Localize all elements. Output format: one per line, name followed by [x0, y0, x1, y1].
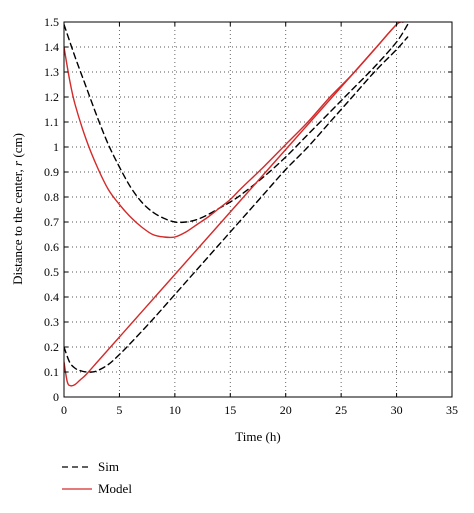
y-tick-label: 0.3: [44, 315, 59, 329]
legend: Sim Model: [62, 459, 132, 496]
x-tick-label: 5: [116, 403, 122, 417]
y-tick-label: 1.3: [44, 65, 59, 79]
y-tick-label: 0.1: [44, 365, 59, 379]
x-tick-label: 10: [169, 403, 181, 417]
series-line-sim-branch-2: [64, 36, 409, 373]
series-line-model-branch-2: [64, 22, 404, 387]
y-tick-label: 0.6: [44, 240, 59, 254]
x-tick-label: 35: [446, 403, 458, 417]
series-layer: [64, 22, 409, 387]
legend-label-sim: Sim: [98, 459, 119, 474]
y-axis-ticks: 0 0.1 0.2 0.3 0.4 0.5 0.6 0.7 0.8 0.9 1 1.1 1.2 1.3 1.…: [44, 15, 452, 404]
x-tick-label: 30: [391, 403, 403, 417]
y-tick-label: 0: [53, 390, 59, 404]
y-tick-label: 0.4: [44, 290, 59, 304]
series-line-sim-branch-1: [64, 23, 409, 224]
plot-frame: [63, 21, 453, 398]
y-axis-label: Distance to the center, r (cm): [10, 133, 25, 285]
x-tick-label: 15: [224, 403, 236, 417]
legend-label-model: Model: [98, 481, 132, 496]
y-tick-label: 1.1: [44, 115, 59, 129]
x-tick-label: 20: [280, 403, 292, 417]
y-tick-label: 0.9: [44, 165, 59, 179]
y-tick-label: 1: [53, 140, 59, 154]
y-tick-label: 0.7: [44, 215, 59, 229]
x-tick-label: 25: [335, 403, 347, 417]
x-axis-label: Time (h): [235, 429, 280, 444]
x-tick-label: 0: [61, 403, 67, 417]
grid: [64, 22, 452, 397]
x-axis-ticks: 0 5 10 15 20 25 30 35: [61, 22, 458, 417]
series-line-model-branch-1: [64, 22, 404, 239]
y-tick-label: 1.5: [44, 15, 59, 29]
y-tick-label: 0.5: [44, 265, 59, 279]
y-tick-label: 1.2: [44, 90, 59, 104]
y-tick-label: 0.2: [44, 340, 59, 354]
y-tick-label: 0.8: [44, 190, 59, 204]
y-tick-label: 1.4: [44, 40, 59, 54]
